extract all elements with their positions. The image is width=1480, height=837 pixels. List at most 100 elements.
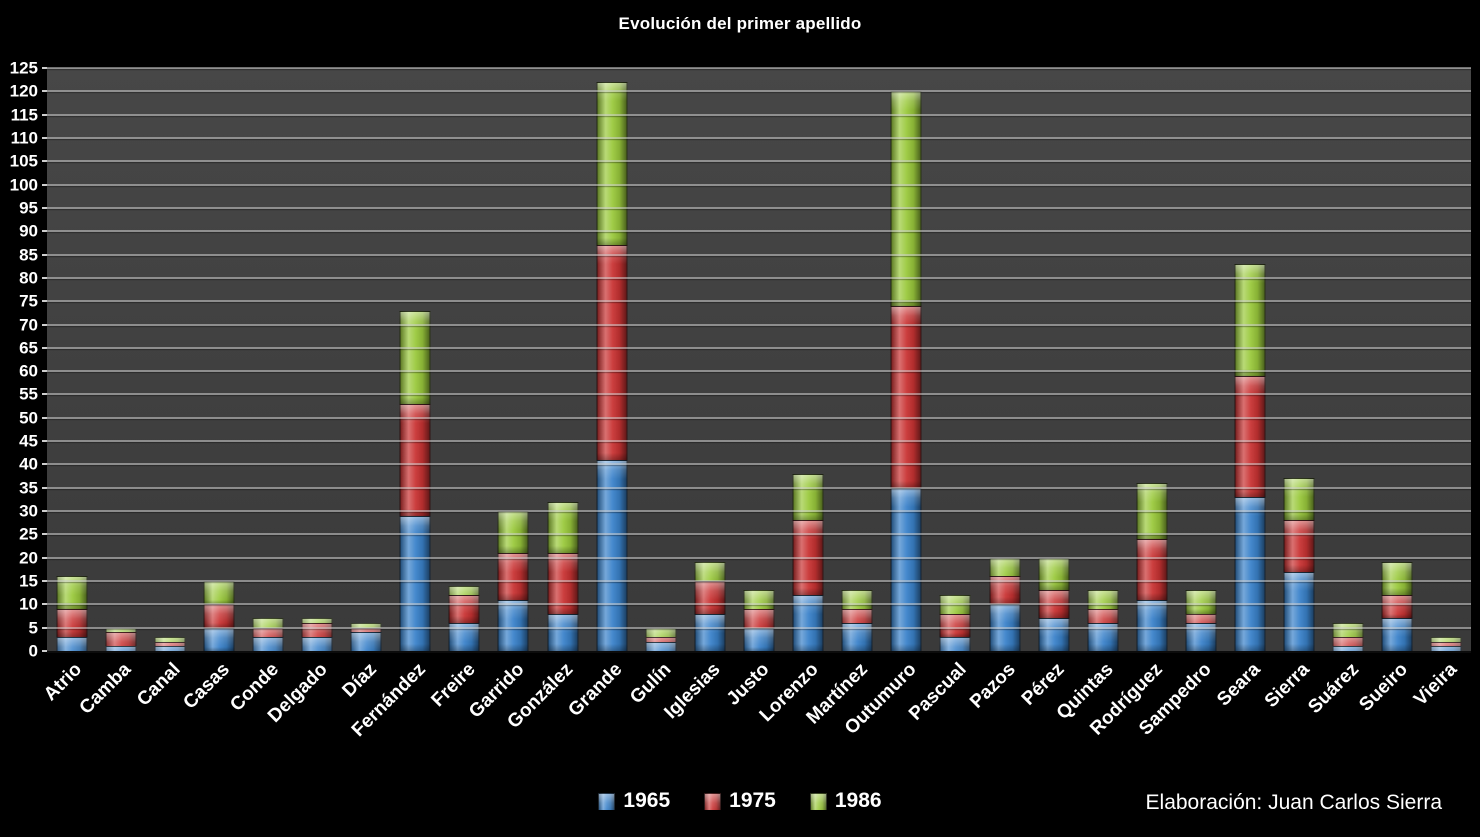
bar-segment-1986 <box>301 618 333 624</box>
bar-segment-1965 <box>252 637 284 651</box>
y-tick-mark <box>42 346 47 349</box>
x-axis-label: Grande <box>564 659 627 721</box>
bar-segment-1975 <box>203 604 235 628</box>
gridline <box>47 370 1471 373</box>
plot-area <box>47 67 1471 653</box>
bar-segment-1986 <box>497 511 529 554</box>
bar-segment-1986 <box>1332 623 1364 638</box>
bar-segment-1975 <box>645 637 677 642</box>
legend-label-1965: 1965 <box>623 789 671 812</box>
bar-group-sampedro <box>1185 68 1217 651</box>
gridline <box>47 113 1471 116</box>
y-tick-label: 0 <box>28 641 38 661</box>
y-tick-label: 25 <box>19 524 38 544</box>
y-tick-label: 65 <box>19 338 38 358</box>
gridline <box>47 486 1471 489</box>
bar-segment-1986 <box>448 585 480 596</box>
bar-segment-1975 <box>1283 520 1315 572</box>
y-tick-mark <box>42 580 47 583</box>
bar-segment-1975 <box>1087 609 1119 624</box>
gridline <box>47 580 1471 583</box>
bar-segment-1965 <box>596 459 628 651</box>
chart-title: Evolución del primer apellido <box>618 14 862 33</box>
bar-segment-1975 <box>743 609 775 628</box>
bar-segment-1986 <box>203 581 235 605</box>
bar-group-quintas <box>1087 68 1119 651</box>
y-tick-label: 55 <box>19 384 38 404</box>
bar-group-casas <box>203 68 235 651</box>
gridline <box>47 463 1471 466</box>
y-tick-label: 50 <box>19 408 38 428</box>
gridline <box>47 160 1471 163</box>
bar-segment-1986 <box>154 637 186 642</box>
y-tick-mark <box>42 603 47 606</box>
y-tick-label: 75 <box>19 291 38 311</box>
bar-segment-1986 <box>743 590 775 610</box>
y-tick-mark <box>42 323 47 326</box>
y-tick-label: 95 <box>19 198 38 218</box>
x-axis-label: Camba <box>75 659 136 719</box>
bar-segment-1965 <box>1381 618 1413 651</box>
bar-segment-1975 <box>939 613 971 638</box>
y-tick-mark <box>42 206 47 209</box>
bar-segment-1975 <box>497 553 529 600</box>
x-axis-label: Sueiro <box>1355 659 1413 716</box>
x-axis-label: Vieira <box>1410 659 1462 711</box>
y-tick-mark <box>42 90 47 93</box>
y-tick-label: 40 <box>19 454 38 474</box>
y-tick-label: 85 <box>19 245 38 265</box>
bar-segment-1975 <box>154 641 186 647</box>
bar-segment-1965 <box>1234 497 1266 651</box>
gridline <box>47 626 1471 629</box>
bar-segment-1986 <box>1381 562 1413 596</box>
bar-group-sierra <box>1283 68 1315 651</box>
bar-group-conde <box>252 68 284 651</box>
bar-segment-1975 <box>1234 375 1266 498</box>
y-tick-mark <box>42 416 47 419</box>
bar-group-seara <box>1234 68 1266 651</box>
bar-segment-1986 <box>1185 590 1217 614</box>
y-tick-label: 20 <box>19 548 38 568</box>
bar-segment-1965 <box>497 599 529 651</box>
gridline <box>47 440 1471 443</box>
bar-segment-1965 <box>1136 599 1168 651</box>
bar-segment-1975 <box>56 609 88 638</box>
y-tick-mark <box>42 253 47 256</box>
y-tick-mark <box>42 276 47 279</box>
bar-segment-1986 <box>989 557 1021 577</box>
y-tick-mark <box>42 440 47 443</box>
y-tick-label: 100 <box>9 175 38 195</box>
gridline <box>47 230 1471 233</box>
y-tick-mark <box>42 300 47 303</box>
y-tick-mark <box>42 136 47 139</box>
bar-group-suárez <box>1332 68 1364 651</box>
legend-swatch-1965-icon <box>598 792 616 810</box>
bar-segment-1975 <box>1381 595 1413 619</box>
bar-segment-1986 <box>792 473 824 521</box>
bar-segment-1965 <box>105 646 137 651</box>
bar-segment-1975 <box>1430 641 1462 647</box>
gridline <box>47 323 1471 326</box>
bar-segment-1975 <box>1332 637 1364 647</box>
bar-segment-1986 <box>841 590 873 610</box>
y-tick-label: 10 <box>19 594 38 614</box>
bar-group-rodríguez <box>1136 68 1168 651</box>
bar-segment-1975 <box>399 403 431 516</box>
y-tick-mark <box>42 393 47 396</box>
x-axis-label: Suárez <box>1304 659 1364 718</box>
x-axis-label: Pazos <box>965 659 1020 713</box>
bar-segment-1975 <box>890 305 922 488</box>
y-tick-mark <box>42 486 47 489</box>
y-tick-mark <box>42 370 47 373</box>
bar-segment-1965 <box>301 637 333 651</box>
legend-item-1965: 1965 <box>598 789 670 813</box>
y-tick-mark <box>42 160 47 163</box>
y-tick-mark <box>42 533 47 536</box>
y-tick-mark <box>42 230 47 233</box>
x-axis-label: Díaz <box>338 659 382 702</box>
bar-segment-1965 <box>399 515 431 651</box>
y-tick-label: 60 <box>19 361 38 381</box>
bar-segment-1986 <box>645 627 677 638</box>
bar-group-freire <box>448 68 480 651</box>
gridline <box>47 603 1471 606</box>
